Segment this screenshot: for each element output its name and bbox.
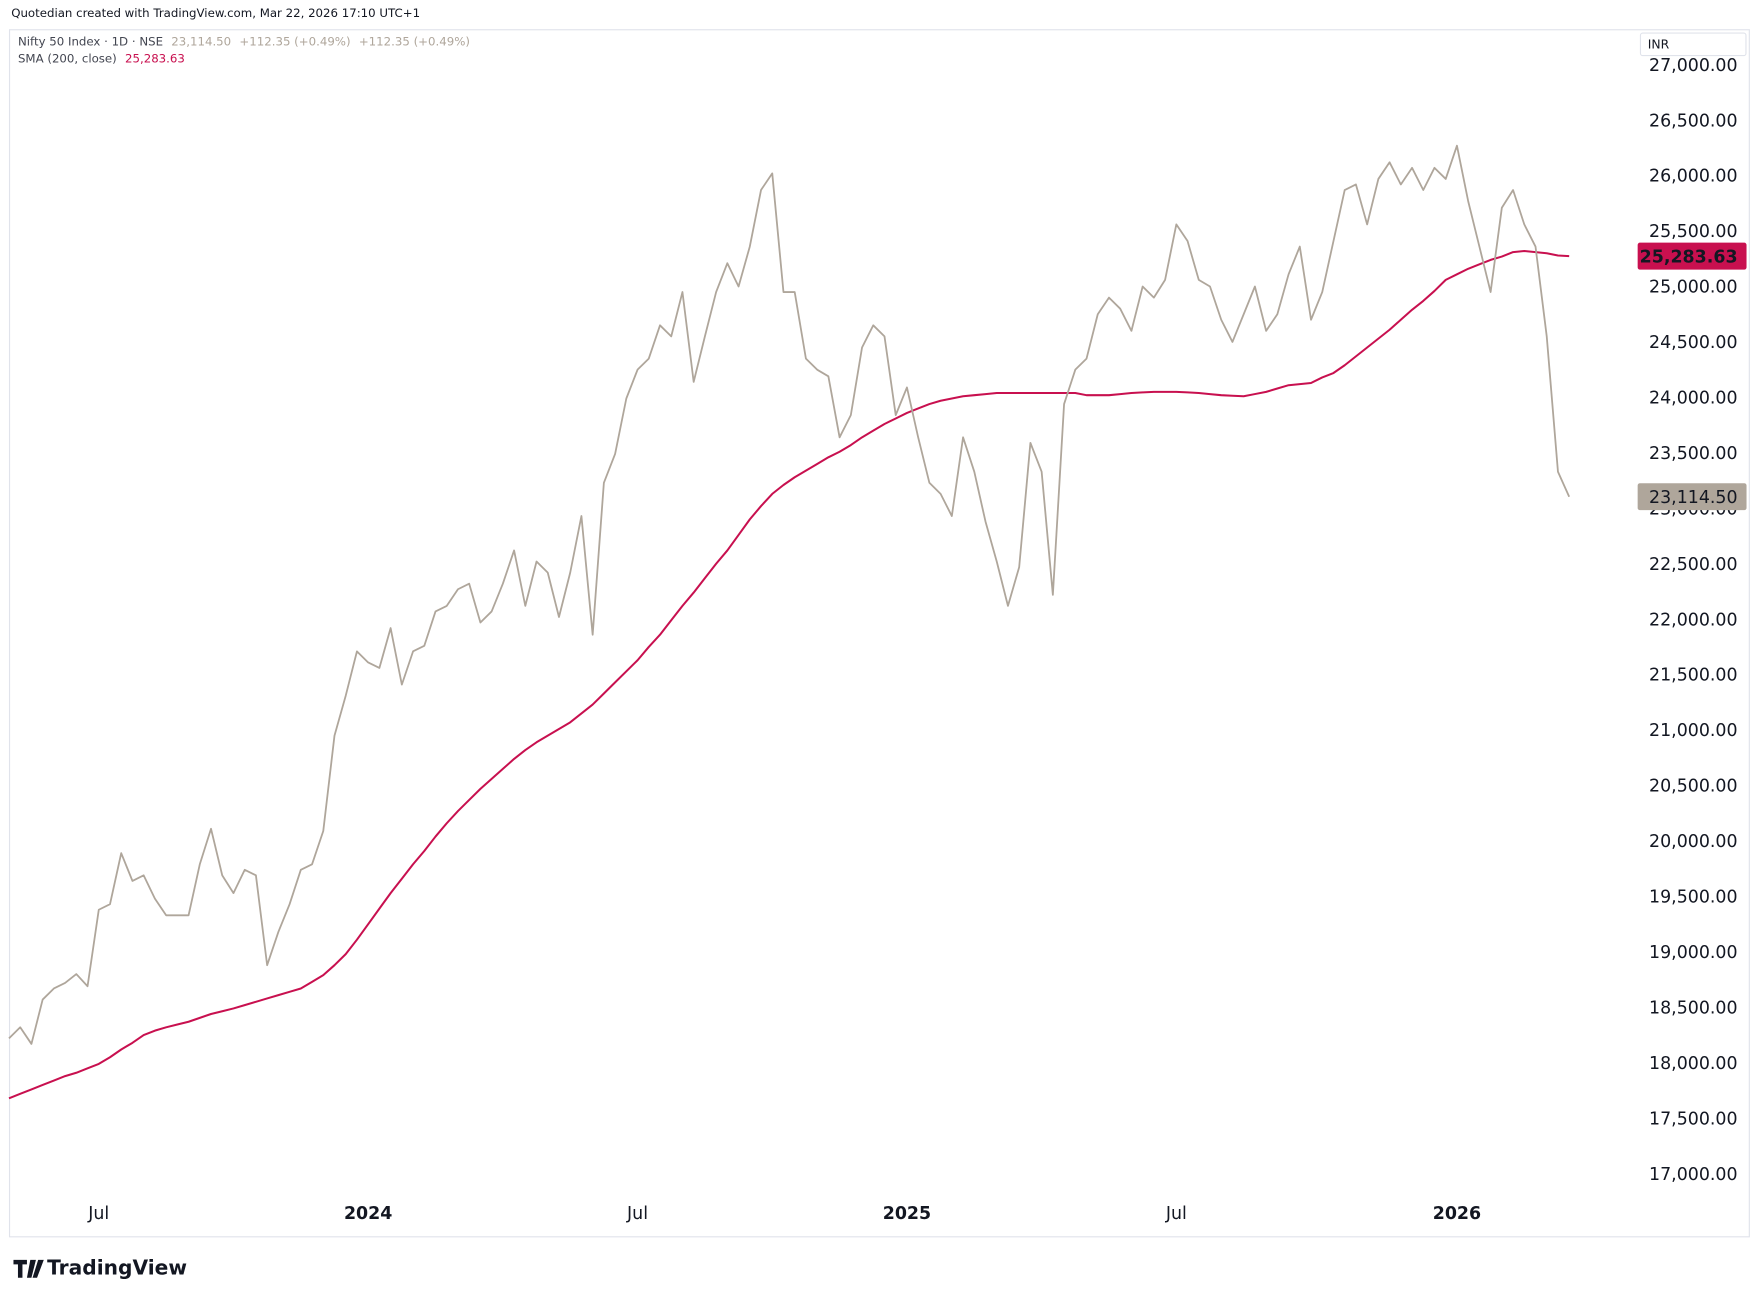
legend-change: +112.35 (+0.49%) bbox=[239, 34, 350, 48]
price-line bbox=[8, 144, 1571, 1045]
currency-box[interactable] bbox=[1639, 32, 1747, 57]
y-tick-label: 18,000.00 bbox=[1649, 1054, 1738, 1074]
logo: TradingView bbox=[13, 1255, 187, 1279]
y-tick-label: 25,500.00 bbox=[1649, 222, 1738, 242]
y-tick-label: 20,000.00 bbox=[1649, 832, 1738, 852]
y-tick-label: 24,000.00 bbox=[1649, 389, 1738, 409]
legend-sma: SMA (200, close) 25,283.63 bbox=[18, 51, 185, 65]
legend-series-name: Nifty 50 Index · 1D · NSE bbox=[18, 34, 163, 48]
x-tick-label: Jul bbox=[626, 1204, 648, 1224]
currency: INR bbox=[1648, 37, 1670, 51]
branding: TradingView bbox=[47, 1255, 187, 1279]
y-tick-label: 19,000.00 bbox=[1649, 943, 1738, 963]
y-tick-label: 24,500.00 bbox=[1649, 333, 1738, 353]
plot: 17,000.00 17,500.00 18,000.00 18,500.00 19,0… bbox=[8, 56, 1747, 1224]
last-value-badge bbox=[1637, 242, 1747, 270]
y-tick-label: 25,000.00 bbox=[1649, 278, 1738, 298]
y-tick-label: 23,500.00 bbox=[1649, 444, 1738, 464]
y-tick-label: 19,500.00 bbox=[1649, 888, 1738, 908]
legend-series-name: SMA (200, close) bbox=[18, 51, 117, 65]
y-tick-label: 22,000.00 bbox=[1649, 610, 1738, 630]
y-tick-label: 21,500.00 bbox=[1649, 666, 1738, 686]
legend-change: +112.35 (+0.49%) bbox=[359, 34, 470, 48]
x-tick-label: 2026 bbox=[1433, 1204, 1481, 1224]
chart-frame bbox=[8, 29, 1750, 1238]
y-tick-label: 26,000.00 bbox=[1649, 167, 1738, 187]
x-tick-label: Jul bbox=[87, 1204, 109, 1224]
y-tick-label: 27,000.00 bbox=[1649, 56, 1738, 76]
y-tick-label: 17,500.00 bbox=[1649, 1109, 1738, 1129]
x-tick-label: 2025 bbox=[883, 1204, 931, 1224]
legend-value: 23,114.50 bbox=[171, 34, 231, 48]
y-tick-label: 22,500.00 bbox=[1649, 555, 1738, 575]
last-value-label: 25,283.63 bbox=[1640, 247, 1738, 267]
y-tick-label: 20,500.00 bbox=[1649, 777, 1738, 797]
sma-line bbox=[8, 250, 1570, 1100]
last-value-badge bbox=[1637, 483, 1747, 511]
legend-value: 25,283.63 bbox=[125, 51, 185, 65]
y-tick-label: 17,000.00 bbox=[1649, 1165, 1738, 1185]
y-tick-label: 21,000.00 bbox=[1649, 721, 1738, 741]
last-value-label: 23,114.50 bbox=[1649, 488, 1738, 508]
x-tick-label: Jul bbox=[1165, 1204, 1187, 1224]
legend-main: Nifty 50 Index · 1D · NSE 23,114.50 +112… bbox=[18, 34, 470, 48]
x-tick-label: 2024 bbox=[344, 1204, 392, 1224]
y-tick-label: 26,500.00 bbox=[1649, 111, 1738, 131]
attribution: Quotedian created with TradingView.com, … bbox=[11, 6, 420, 20]
y-tick-label: 18,500.00 bbox=[1649, 998, 1738, 1018]
